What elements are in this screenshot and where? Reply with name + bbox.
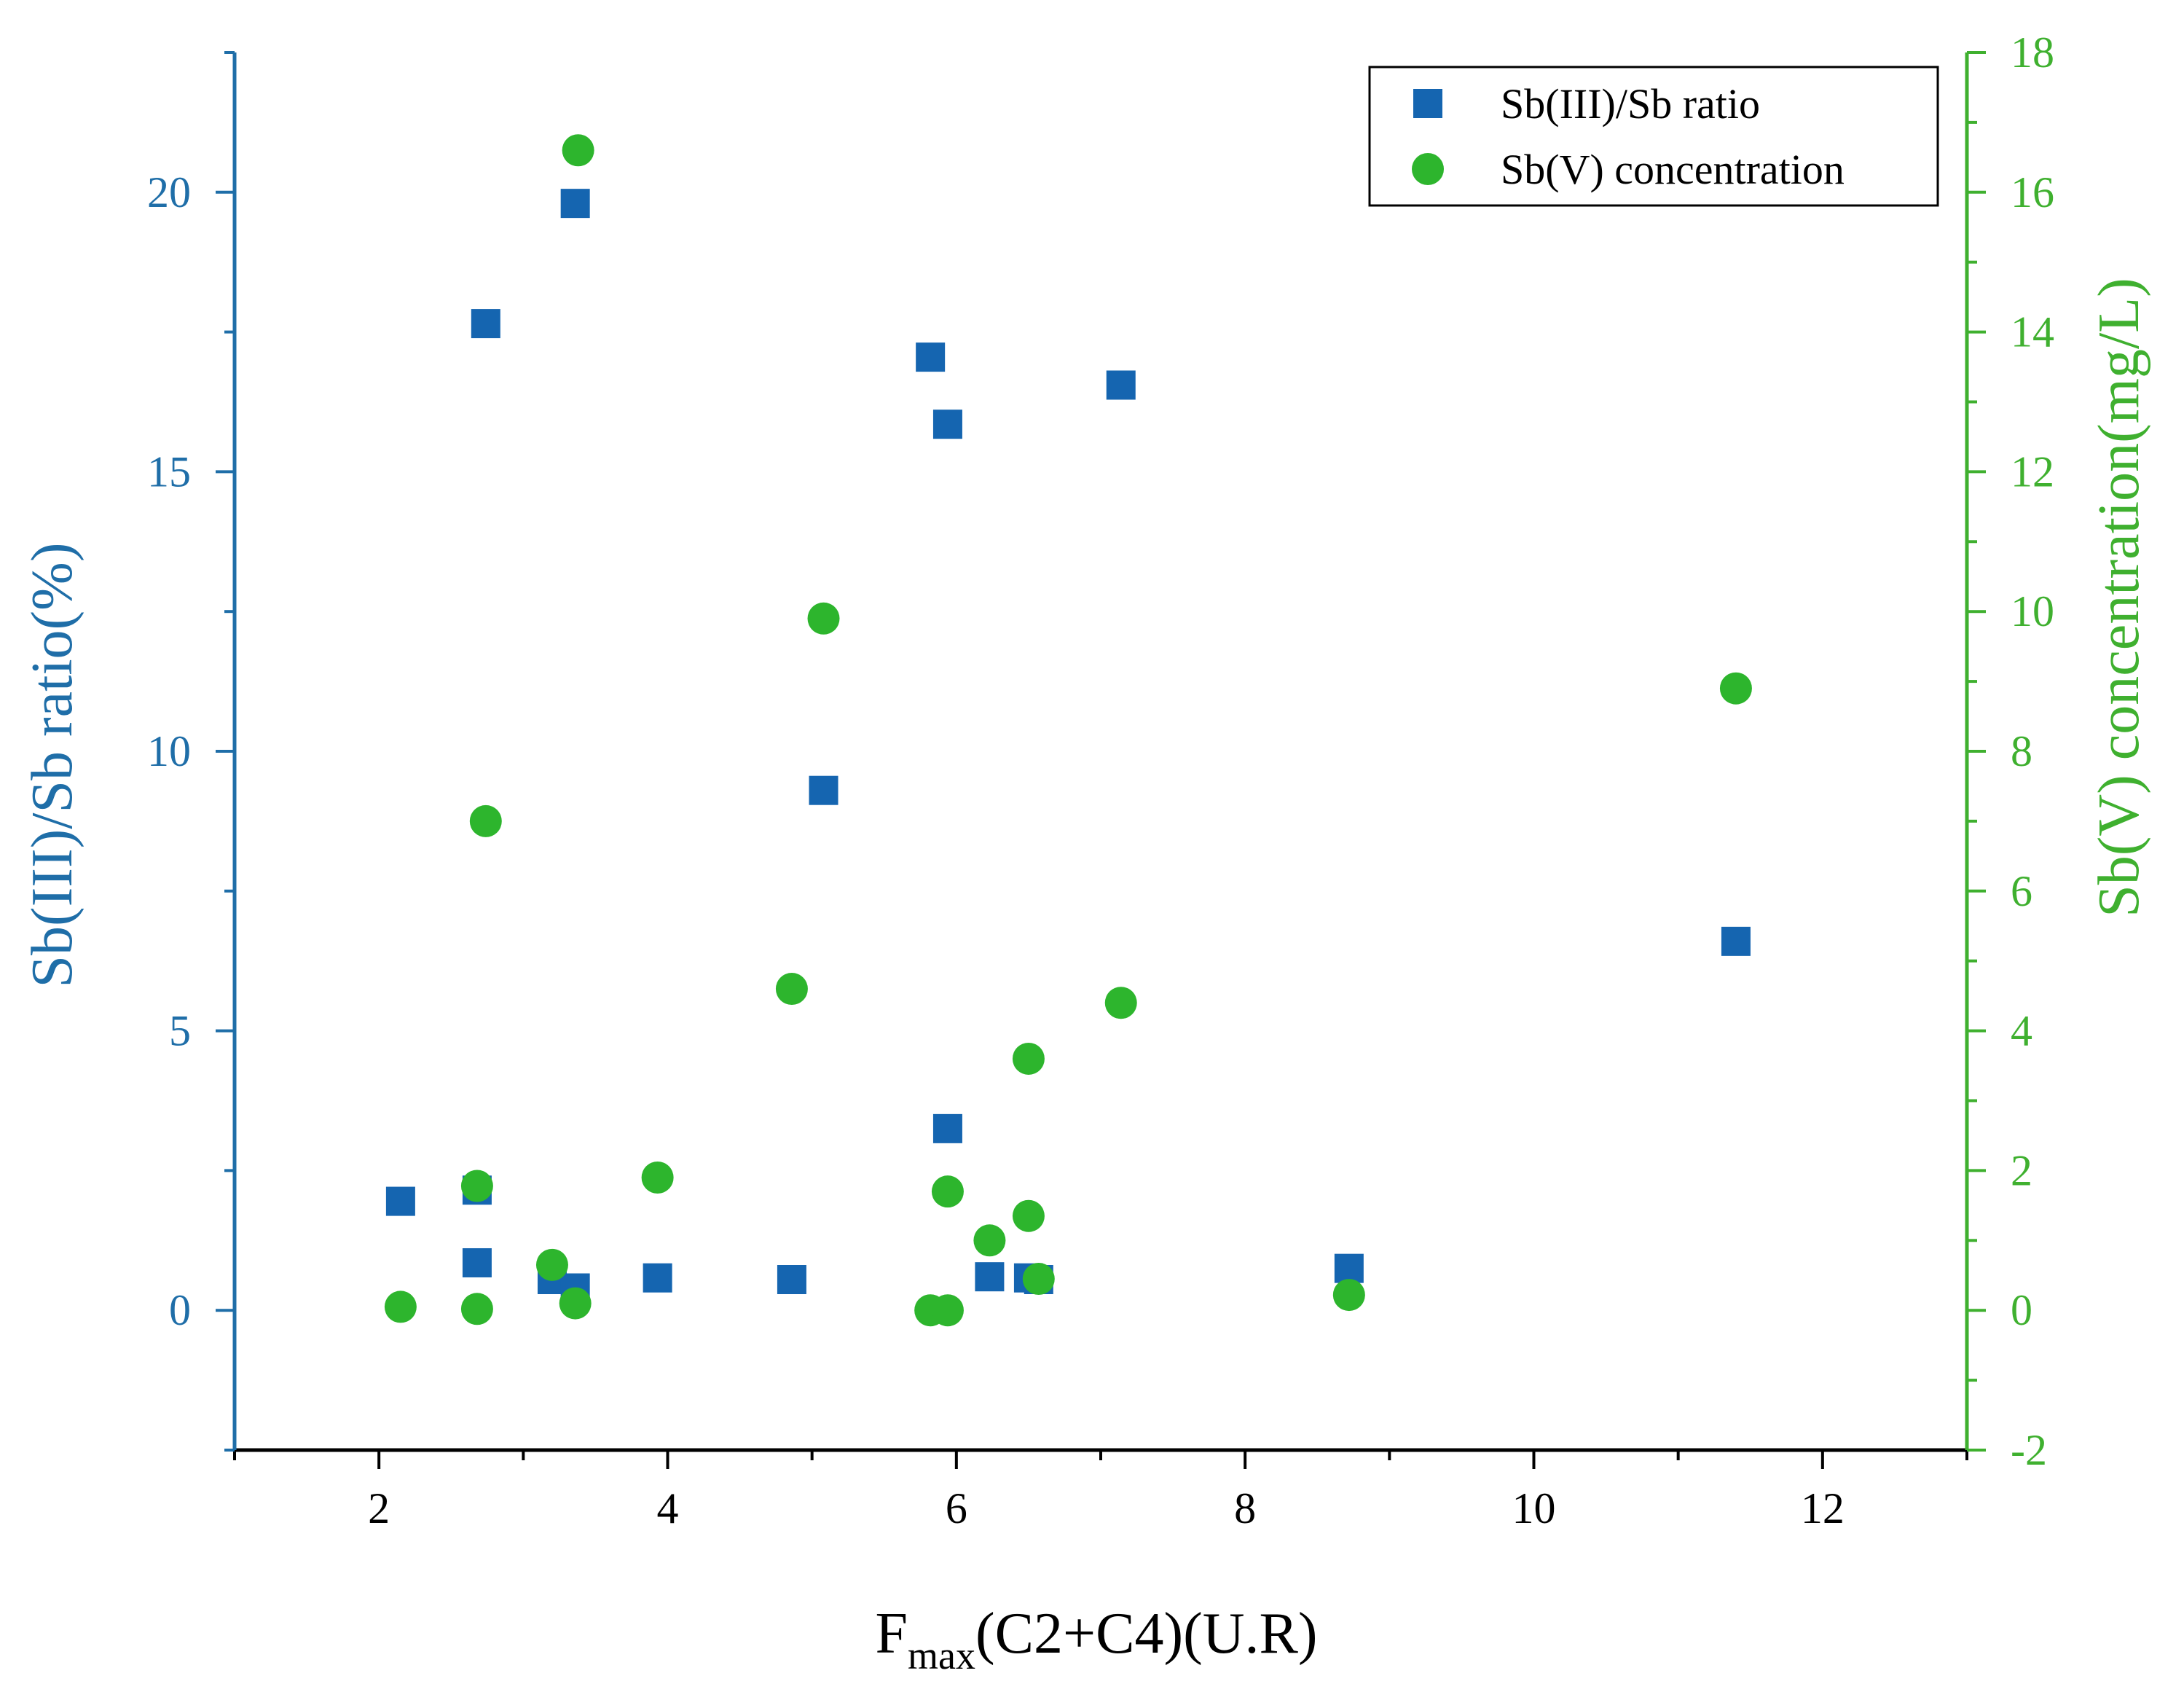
ratio-point — [471, 309, 500, 339]
ratio-point — [462, 1248, 492, 1277]
concentration-point — [1022, 1263, 1055, 1296]
concentration-point — [1719, 672, 1752, 705]
y2-tick-label: 8 — [2011, 727, 2032, 775]
y2-tick-label: 0 — [2011, 1286, 2032, 1334]
y2-tick-label: 4 — [2011, 1007, 2032, 1055]
ratio-point — [1334, 1253, 1364, 1283]
y-tick-label: 10 — [147, 727, 191, 775]
x-tick-label: 12 — [1801, 1484, 1845, 1532]
y2-tick-label: 6 — [2011, 867, 2032, 915]
x-tick-label: 10 — [1512, 1484, 1556, 1532]
concentration-point — [535, 1248, 568, 1281]
x-tick-label: 6 — [946, 1484, 967, 1532]
y2-tick-label: 18 — [2011, 28, 2054, 77]
concentration-point — [931, 1175, 964, 1208]
y2-tick-label: 12 — [2011, 447, 2054, 496]
legend-marker-circle — [1412, 153, 1444, 185]
x-tick-label: 4 — [657, 1484, 679, 1532]
concentration-point — [775, 973, 808, 1006]
x-axis-title-subscript: max — [908, 1634, 975, 1677]
y-tick-label: 0 — [169, 1286, 191, 1334]
concentration-point — [469, 804, 502, 837]
y2-tick-label: 10 — [2011, 587, 2054, 635]
ratio-point — [932, 1113, 962, 1143]
concentration-point — [562, 134, 594, 167]
x-axis-title: Fmax(C2+C4)(U.R) — [875, 1602, 1317, 1677]
x-axis-title-rest: (C2+C4)(U.R) — [975, 1602, 1318, 1666]
legend-label-ratio: Sb(III)/Sb ratio — [1501, 80, 1760, 128]
legend-box — [1368, 66, 1939, 207]
legend: Sb(III)/Sb ratio Sb(V) concentration — [1368, 66, 1939, 207]
y2-tick-label: 16 — [2011, 168, 2054, 216]
y2-axis-title: Sb(V) concentration(mg/L) — [2087, 278, 2151, 917]
concentration-point — [1104, 987, 1137, 1019]
concentration-point — [384, 1290, 417, 1323]
x-axis-title-main: F — [875, 1602, 908, 1666]
y-tick-label: 15 — [147, 447, 191, 496]
concentration-point — [641, 1161, 674, 1194]
concentration-point — [1332, 1279, 1365, 1312]
ratio-point — [809, 775, 838, 805]
ratio-point — [560, 189, 590, 219]
concentration-point — [973, 1224, 1006, 1257]
ratio-point — [643, 1263, 672, 1293]
concentration-point — [931, 1294, 964, 1327]
y2-tick-label: 14 — [2011, 308, 2054, 356]
x-tick-label: 8 — [1234, 1484, 1256, 1532]
concentration-point — [1012, 1042, 1045, 1075]
ratio-point — [777, 1265, 806, 1295]
y2-tick-label: -2 — [2011, 1426, 2047, 1474]
ratio-point — [1106, 370, 1136, 400]
concentration-point — [1012, 1199, 1045, 1232]
y-axis-title: Sb(III)/Sb ratio(%) — [20, 543, 85, 988]
concentration-point — [460, 1293, 493, 1325]
concentration-point — [559, 1287, 592, 1320]
ratio-point — [916, 342, 946, 372]
x-tick-label: 2 — [368, 1484, 390, 1532]
concentration-point — [460, 1170, 493, 1202]
y2-tick-label: 2 — [2011, 1146, 2032, 1194]
legend-label-concentration: Sb(V) concentration — [1501, 146, 1845, 193]
legend-marker-square — [1413, 89, 1442, 118]
ratio-point — [975, 1262, 1005, 1292]
ratio-point — [932, 410, 962, 439]
ratio-point — [1721, 926, 1751, 956]
ratio-point — [385, 1186, 415, 1216]
y-tick-label: 20 — [147, 168, 191, 216]
concentration-point — [807, 602, 840, 635]
y-tick-label: 5 — [169, 1007, 191, 1055]
